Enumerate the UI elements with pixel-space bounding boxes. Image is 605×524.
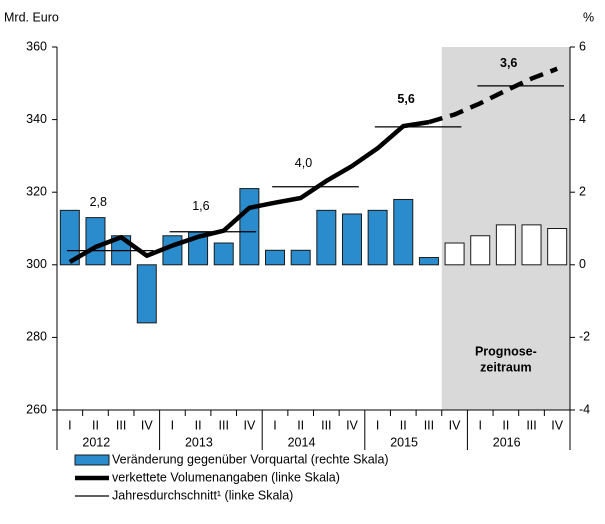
x-tick-label: I — [68, 418, 71, 432]
x-tick-label: III — [424, 418, 434, 432]
annual-growth-label: 3,6 — [500, 56, 517, 70]
bar — [418, 257, 439, 266]
bar — [367, 209, 388, 266]
x-tick-label: I — [273, 418, 276, 432]
bar — [495, 224, 516, 266]
x-tick-label: II — [400, 418, 407, 432]
forecast-label: Prognose- — [475, 344, 537, 358]
annual-growth-label: 5,6 — [397, 92, 414, 106]
x-tick-label: II — [297, 418, 304, 432]
y2-axis-label: % — [583, 10, 594, 24]
year-label: 2013 — [185, 435, 213, 449]
bar — [85, 217, 106, 266]
bar — [393, 198, 414, 266]
x-tick-label: III — [219, 418, 229, 432]
x-tick-label: II — [92, 418, 99, 432]
bar — [341, 213, 362, 266]
x-tick-label: II — [195, 418, 202, 432]
legend-swatch — [74, 454, 110, 466]
bar — [444, 242, 465, 266]
y-tick-label: 340 — [26, 112, 47, 126]
bar — [136, 264, 157, 324]
y2-tick-label: -2 — [579, 330, 590, 344]
y-tick-label: 300 — [26, 257, 47, 271]
x-tick-label: IV — [449, 418, 461, 432]
legend-label: Jahresdurchschnitt¹ (linke Skala) — [112, 488, 293, 502]
bar — [470, 235, 491, 266]
x-tick-label: IV — [346, 418, 358, 432]
legend-label: Veränderung gegenüber Vorquartal (rechte… — [112, 452, 389, 466]
y-axis-label: Mrd. Euro — [4, 10, 59, 24]
year-label: 2015 — [390, 435, 418, 449]
forecast-label: zeitraum — [480, 360, 531, 374]
y2-tick-label: 6 — [579, 39, 586, 53]
y-tick-label: 360 — [26, 39, 47, 53]
bar — [547, 228, 568, 266]
y-tick-label: 320 — [26, 184, 47, 198]
annual-growth-label: 4,0 — [295, 156, 312, 170]
x-tick-label: I — [376, 418, 379, 432]
y2-tick-label: 4 — [579, 112, 586, 126]
x-tick-label: I — [478, 418, 481, 432]
x-tick-label: III — [526, 418, 536, 432]
y2-tick-label: -4 — [579, 402, 590, 416]
bar — [239, 188, 260, 266]
line-forecast — [428, 66, 558, 125]
x-tick-label: IV — [243, 418, 255, 432]
bar — [290, 249, 311, 266]
bar — [265, 249, 286, 266]
bar — [316, 209, 337, 266]
x-tick-label: II — [502, 418, 509, 432]
x-tick-label: I — [171, 418, 174, 432]
x-tick-label: III — [116, 418, 126, 432]
annual-growth-label: 1,6 — [192, 199, 209, 213]
annual-growth-label: 2,8 — [90, 195, 107, 209]
bar — [521, 224, 542, 266]
x-tick-label: IV — [551, 418, 563, 432]
line — [68, 119, 430, 264]
bar — [213, 242, 234, 266]
x-tick-label: III — [321, 418, 331, 432]
year-label: 2012 — [82, 435, 110, 449]
year-label: 2016 — [493, 435, 521, 449]
y2-tick-label: 0 — [579, 257, 586, 271]
y2-tick-label: 2 — [579, 184, 586, 198]
year-label: 2014 — [288, 435, 316, 449]
x-tick-label: IV — [141, 418, 153, 432]
y-tick-label: 260 — [26, 402, 47, 416]
y-tick-label: 280 — [26, 330, 47, 344]
legend-label: verkettete Volumenangaben (linke Skala) — [112, 470, 340, 484]
